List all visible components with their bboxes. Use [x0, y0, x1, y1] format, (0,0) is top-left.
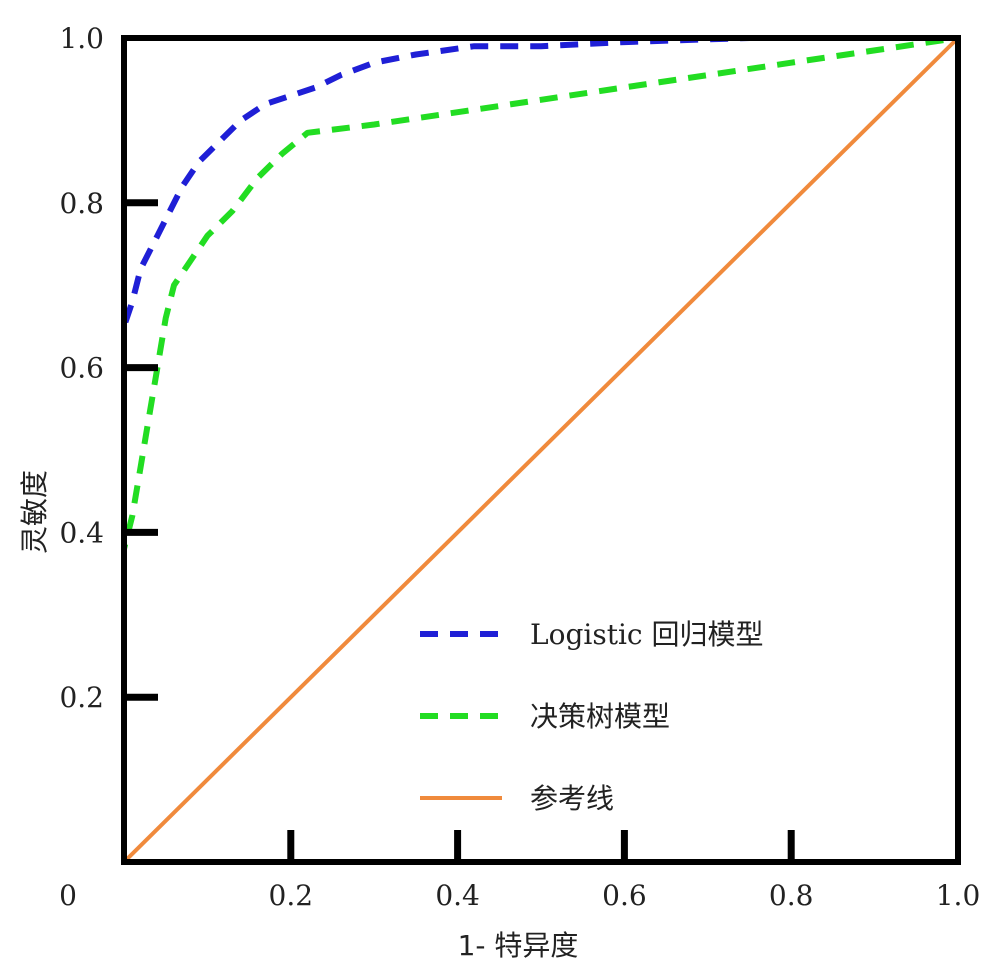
plot-frame [121, 35, 961, 865]
legend-label-1: 决策树模型 [530, 700, 670, 733]
plot-border [121, 35, 961, 865]
y-tick-label: 1.0 [59, 22, 104, 55]
series-line-1 [121, 35, 959, 862]
legend-label-0: Logistic 回归模型 [530, 618, 764, 651]
series-line-2 [122, 36, 960, 864]
y-tick-label: 0.6 [59, 352, 104, 385]
y-axis-title: 灵敏度 [18, 470, 51, 554]
origin-tick-label: 0 [59, 879, 77, 912]
tick-layer [124, 199, 795, 862]
x-tick-label: 0.2 [269, 879, 314, 912]
x-tick-label: 0.8 [769, 879, 814, 912]
y-tick-label: 0.4 [59, 516, 104, 549]
series-layer [121, 35, 960, 864]
x-tick-label: 0.6 [602, 879, 647, 912]
label-layer: 0.2 0.4 0.6 0.8 1.0 0.2 0.4 0.6 0.8 1.0 [59, 22, 980, 912]
series-line-0 [121, 35, 958, 862]
legend-label-2: 参考线 [530, 782, 614, 815]
x-axis-title: 1- 特异度 [458, 929, 579, 962]
y-tick-label: 0.8 [59, 187, 104, 220]
x-tick-label: 0.4 [435, 879, 480, 912]
x-tick-label: 1.0 [936, 879, 981, 912]
y-tick-label: 0.2 [59, 681, 104, 714]
